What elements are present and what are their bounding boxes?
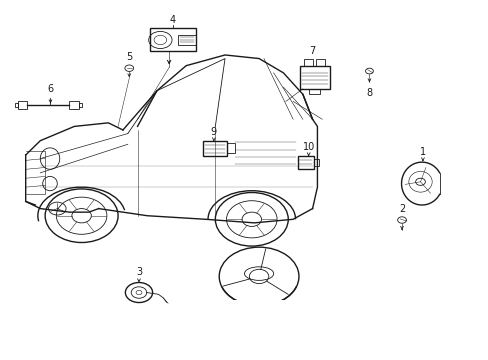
Bar (300, 66, 329, 89)
Bar (149, 28, 196, 51)
Text: 2: 2 (398, 203, 405, 213)
Bar (19, 101, 27, 109)
Bar (69, 101, 79, 109)
Bar (315, 59, 324, 66)
Bar (297, 157, 313, 168)
Text: 10: 10 (302, 142, 314, 152)
Text: 7: 7 (309, 46, 315, 56)
Bar (313, 158, 319, 166)
Text: 9: 9 (210, 127, 217, 137)
Bar (203, 141, 226, 156)
Text: 8: 8 (366, 88, 372, 98)
Text: 3: 3 (136, 267, 142, 277)
Bar (79, 103, 82, 107)
Bar (304, 59, 312, 66)
Text: 5: 5 (126, 52, 132, 62)
Text: 6: 6 (47, 84, 54, 94)
Bar (178, 35, 196, 45)
Text: 1: 1 (419, 147, 425, 157)
Bar (308, 89, 319, 94)
Bar (226, 143, 235, 153)
Text: 4: 4 (170, 15, 176, 25)
Bar (212, 300, 305, 319)
Bar (15, 103, 19, 107)
